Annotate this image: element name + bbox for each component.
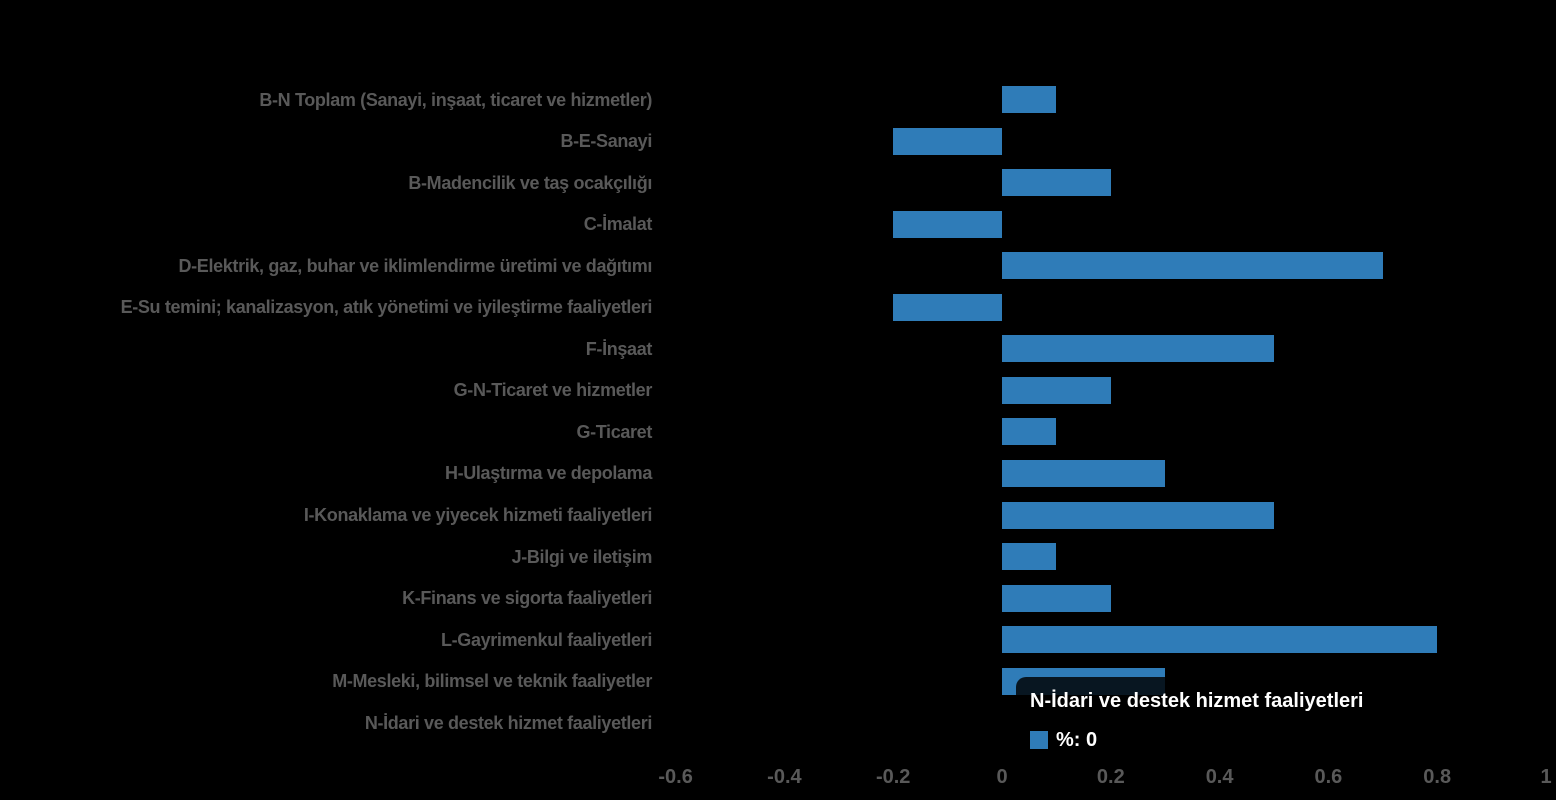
category-label: B-N Toplam (Sanayi, inşaat, ticaret ve h… — [259, 89, 652, 110]
bar[interactable] — [1002, 252, 1383, 280]
category-label: G-Ticaret — [576, 421, 652, 442]
x-axis-tick-label: 0.6 — [1314, 766, 1343, 788]
x-axis-tick-label: -0.2 — [875, 766, 911, 788]
x-axis-tick-label: 0 — [996, 766, 1008, 788]
category-label: C-İmalat — [583, 214, 653, 235]
bar[interactable] — [1002, 86, 1057, 113]
category-label: J-Bilgi ve iletişim — [511, 546, 653, 567]
bar[interactable] — [893, 210, 1002, 238]
category-label: M-Mesleki, bilimsel ve teknik faaliyetle… — [332, 671, 652, 692]
x-axis-tick-label: 0.8 — [1423, 766, 1452, 788]
category-label: D-Elektrik, gaz, buhar ve iklimlendirme … — [178, 255, 653, 276]
bar[interactable] — [1002, 376, 1111, 404]
tooltip-series-row: %: 0 — [1030, 729, 1363, 751]
bar[interactable] — [1002, 501, 1274, 529]
x-axis-tick-label: -0.6 — [658, 766, 693, 788]
category-label: I-Konaklama ve yiyecek hizmeti faaliyetl… — [303, 505, 652, 525]
bar[interactable] — [1002, 543, 1057, 571]
bar[interactable] — [1002, 459, 1166, 487]
bar[interactable] — [893, 293, 1002, 321]
category-label: G-N-Ticaret ve hizmetler — [453, 380, 653, 401]
series-swatch-icon — [1030, 731, 1048, 749]
tooltip-series-value: %: 0 — [1056, 729, 1098, 751]
bar[interactable] — [1002, 584, 1111, 612]
x-axis-tick-label: 0.2 — [1096, 766, 1125, 788]
x-axis-tick-label: -0.4 — [767, 766, 802, 788]
tooltip-title: N-İdari ve destek hizmet faaliyetleri — [1030, 690, 1364, 712]
category-label: L-Gayrimenkul faaliyetleri — [441, 629, 652, 650]
bar[interactable] — [1002, 169, 1111, 197]
category-label: N-İdari ve destek hizmet faaliyetleri — [364, 712, 653, 733]
bar[interactable] — [1002, 626, 1438, 654]
category-label: E-Su temini; kanalizasyon, atık yönetimi… — [120, 297, 653, 318]
category-label: F-İnşaat — [585, 338, 653, 359]
category-label: B-E-Sanayi — [560, 131, 652, 152]
category-label: B-Madencilik ve taş ocakçılığı — [408, 172, 652, 193]
tooltip: N-İdari ve destek hizmet faaliyetleri %:… — [1016, 677, 1382, 765]
x-axis-tick-label: 1 — [1540, 766, 1552, 788]
x-axis-tick-label: 0.4 — [1205, 766, 1234, 788]
category-label: H-Ulaştırma ve depolama — [444, 463, 652, 484]
category-label: K-Finans ve sigorta faaliyetleri — [402, 588, 652, 609]
bar[interactable] — [893, 127, 1002, 155]
bar[interactable] — [1002, 335, 1274, 363]
bar[interactable] — [1002, 418, 1057, 446]
